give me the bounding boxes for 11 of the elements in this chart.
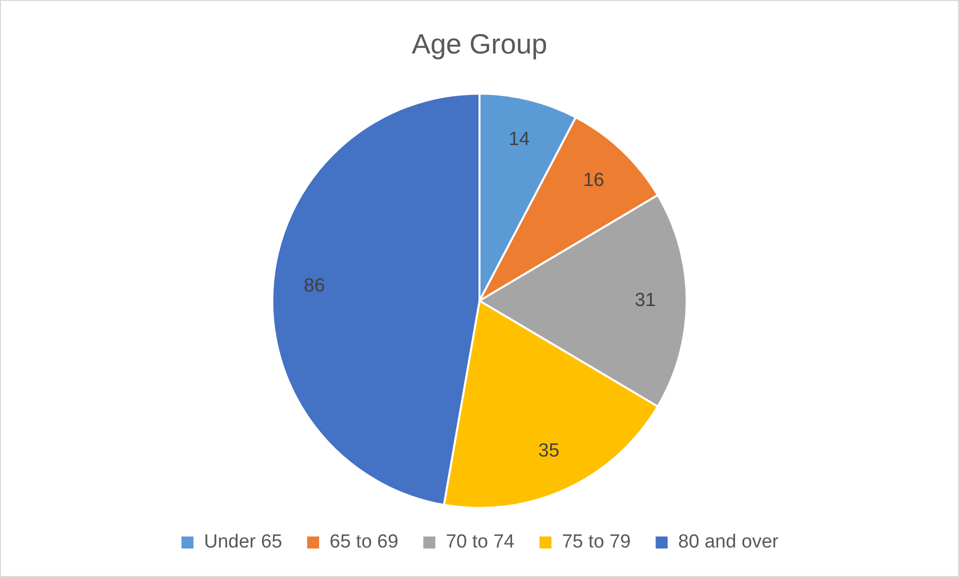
- data-label: 16: [583, 170, 604, 191]
- legend-label: Under 65: [204, 532, 282, 553]
- legend-label: 75 to 79: [562, 532, 631, 553]
- legend-label: 70 to 74: [446, 532, 515, 553]
- data-label: 86: [304, 276, 325, 297]
- legend-label: 80 and over: [678, 532, 780, 553]
- data-label: 31: [634, 290, 656, 312]
- data-label: 35: [538, 440, 560, 462]
- legend-label: 65 to 69: [330, 532, 398, 553]
- data-label: 14: [508, 129, 530, 150]
- chart-title: Age Group: [412, 28, 548, 60]
